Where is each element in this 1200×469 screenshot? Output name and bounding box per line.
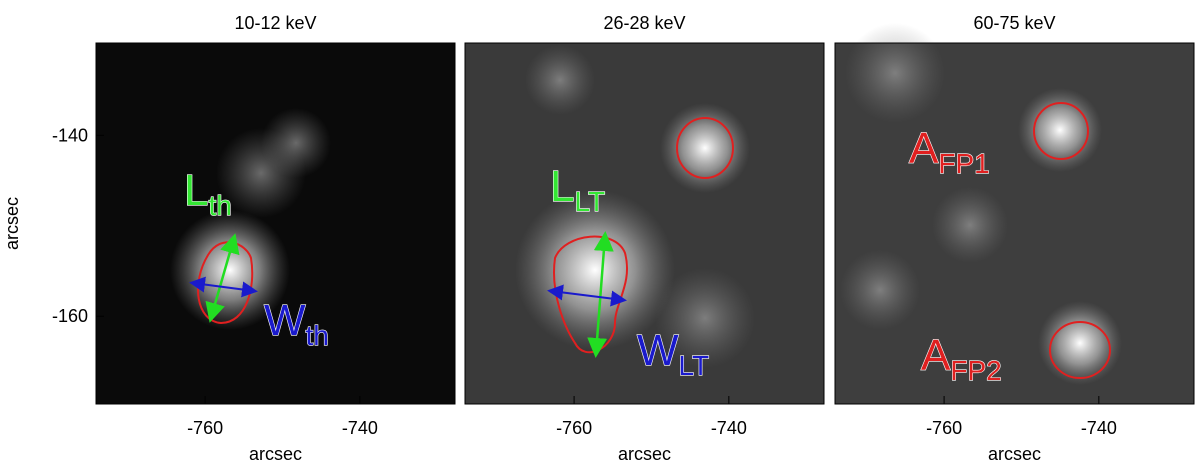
- panel-title: 26-28 keV: [603, 13, 685, 33]
- emission-source: [525, 45, 595, 115]
- y-tick-label: -160: [52, 306, 88, 326]
- y-axis-label: arcsec: [2, 197, 22, 250]
- x-tick-label: -760: [926, 418, 962, 438]
- emission-source: [655, 268, 755, 368]
- x-axis-label: arcsec: [618, 444, 671, 464]
- annotation-symbol: A: [909, 124, 939, 173]
- width-arrow: [547, 284, 627, 307]
- annotation-symbol: A: [921, 331, 951, 380]
- panel: -760 -740 -140 -160 10-12 keV arcsec arcsec Lth…: [2, 13, 456, 464]
- annotation-subscript: FP1: [938, 148, 989, 179]
- annotation-subscript: FP2: [950, 355, 1001, 386]
- annotation-symbol: L: [184, 166, 208, 215]
- emission-source: [1038, 301, 1122, 385]
- emission-source: [932, 187, 1008, 263]
- y-tick-label: -140: [52, 125, 88, 145]
- annotation-symbol: L: [550, 162, 574, 211]
- emission-source: [840, 250, 920, 330]
- width-arrow: [189, 276, 258, 298]
- annotation: AFP1: [909, 124, 990, 179]
- annotation-subscript: th: [208, 190, 231, 221]
- panel-frame: [95, 42, 456, 405]
- x-tick-label: -760: [187, 418, 223, 438]
- annotation-symbol: W: [637, 326, 679, 375]
- x-axis-label: arcsec: [988, 444, 1041, 464]
- contour: [1033, 102, 1089, 160]
- annotation: AFP2: [921, 331, 1002, 386]
- x-tick-label: -740: [342, 418, 378, 438]
- annotation-subscript: LT: [679, 350, 710, 381]
- emission-source: [845, 23, 945, 123]
- contour: [1049, 321, 1111, 379]
- annotation: LLT: [550, 162, 605, 217]
- x-tick-label: -740: [711, 418, 747, 438]
- x-axis-label: arcsec: [249, 444, 302, 464]
- annotation: WLT: [637, 326, 709, 381]
- x-tick-label: -740: [1081, 418, 1117, 438]
- panel-title: 60-75 keV: [973, 13, 1055, 33]
- contour: [676, 117, 734, 179]
- annotation-symbol: W: [264, 296, 306, 345]
- annotation: Lth: [184, 166, 232, 221]
- annotation: Wth: [264, 296, 329, 351]
- panel-title: 10-12 keV: [234, 13, 316, 33]
- x-tick-label: -760: [556, 418, 592, 438]
- annotation-subscript: LT: [574, 186, 605, 217]
- image-background: [96, 43, 455, 404]
- emission-source: [261, 108, 331, 178]
- panel-frame: [464, 42, 825, 405]
- panel-frame: [834, 42, 1195, 405]
- annotation-subscript: th: [306, 320, 329, 351]
- emission-source: [660, 103, 750, 193]
